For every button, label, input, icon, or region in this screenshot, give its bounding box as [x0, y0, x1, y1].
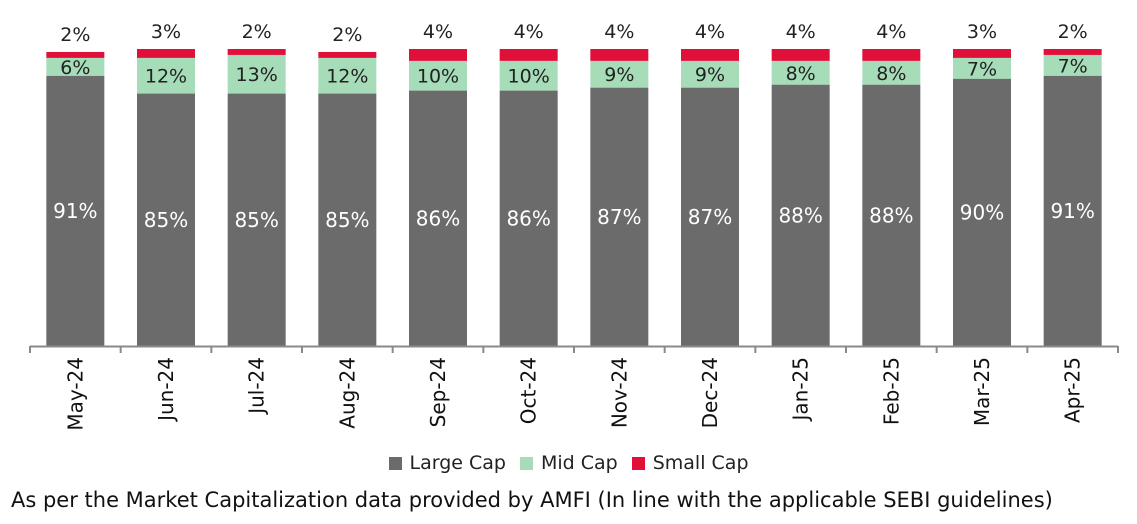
x-tick-label-aug-24: Aug-24 [335, 357, 359, 429]
data-label-small-cap-mar-25: 3% [967, 21, 997, 43]
bar-segment-mid-cap-mar-25 [953, 57, 1011, 79]
data-label-mid-cap-feb-25: 8% [876, 63, 906, 85]
data-label-small-cap-sep-24: 4% [423, 21, 453, 43]
x-tick-label-dec-24: Dec-24 [698, 357, 722, 428]
data-label-small-cap-jun-24: 3% [151, 21, 181, 43]
legend-label-mid-cap: Mid Cap [540, 452, 618, 474]
bar-segment-small-cap-mar-25 [953, 49, 1011, 58]
bar-segment-small-cap-apr-25 [1043, 49, 1102, 55]
legend-label-large-cap: Large Cap [409, 452, 506, 474]
bar-segment-large-cap-oct-24 [499, 90, 558, 346]
x-tick-label-apr-25: Apr-25 [1061, 357, 1085, 423]
bar-segment-mid-cap-apr-25 [1043, 54, 1102, 76]
x-tick-label-may-24: May-24 [63, 357, 87, 431]
bar-segment-mid-cap-sep-24 [409, 60, 467, 91]
legend-label-small-cap: Small Cap [652, 452, 749, 474]
bar-segment-mid-cap-feb-25 [862, 60, 921, 85]
bar-segment-large-cap-feb-25 [862, 84, 921, 346]
data-label-mid-cap-oct-24: 10% [508, 66, 550, 88]
bar-segment-small-cap-jan-25 [771, 49, 830, 61]
data-label-mid-cap-nov-24: 9% [604, 64, 634, 86]
legend-swatch-small-cap [631, 456, 645, 470]
bar-segment-large-cap-jul-24 [227, 93, 286, 346]
data-label-large-cap-may-24: 91% [53, 199, 97, 223]
x-tick-label-jul-24: Jul-24 [245, 357, 269, 416]
bar-segment-mid-cap-dec-24 [681, 60, 739, 88]
data-label-mid-cap-jul-24: 13% [236, 64, 278, 86]
legend-swatch-mid-cap [519, 456, 533, 470]
bar-segment-large-cap-mar-25 [953, 78, 1011, 346]
legend-item-large-cap: Large Cap [388, 452, 506, 474]
bar-segment-small-cap-feb-25 [862, 49, 921, 61]
x-tick-label-mar-25: Mar-25 [970, 357, 994, 426]
data-label-small-cap-jan-25: 4% [786, 21, 816, 43]
bar-segment-mid-cap-oct-24 [499, 60, 558, 91]
x-tick-label-jan-25: Jan-25 [789, 357, 813, 423]
data-label-small-cap-aug-24: 2% [332, 24, 362, 46]
bar-segment-large-cap-nov-24 [590, 87, 649, 347]
data-label-large-cap-sep-24: 86% [416, 206, 460, 230]
bar-segment-mid-cap-nov-24 [590, 60, 649, 88]
bar-segment-small-cap-jun-24 [137, 49, 195, 58]
data-label-small-cap-oct-24: 4% [514, 21, 544, 43]
bar-segment-large-cap-dec-24 [681, 87, 739, 347]
bar-segment-small-cap-sep-24 [409, 49, 467, 61]
bar-segment-large-cap-sep-24 [409, 90, 467, 346]
bar-segment-mid-cap-jun-24 [137, 57, 195, 94]
bar-segment-large-cap-apr-25 [1043, 75, 1102, 346]
data-label-large-cap-jan-25: 88% [778, 203, 822, 227]
bar-segment-mid-cap-may-24 [46, 57, 105, 76]
bar-segment-large-cap-may-24 [46, 75, 105, 346]
data-label-small-cap-jul-24: 2% [242, 21, 272, 43]
bar-segment-small-cap-aug-24 [318, 51, 377, 58]
legend-item-small-cap: Small Cap [631, 452, 749, 474]
legend-swatch-large-cap [388, 456, 402, 470]
data-label-mid-cap-aug-24: 12% [326, 66, 368, 88]
bar-segment-small-cap-may-24 [46, 51, 105, 58]
bar-segment-large-cap-jan-25 [771, 84, 830, 346]
bar-segment-small-cap-nov-24 [590, 49, 649, 61]
footnote: As per the Market Capitalization data pr… [11, 488, 1053, 512]
data-label-mid-cap-may-24: 6% [60, 57, 90, 79]
data-label-large-cap-dec-24: 87% [688, 205, 732, 229]
x-tick-label-jun-24: Jun-24 [154, 357, 178, 423]
chart-legend: Large Cap Mid Cap Small Cap [0, 452, 1137, 474]
bar-segment-mid-cap-aug-24 [318, 57, 377, 94]
data-label-small-cap-may-24: 2% [60, 24, 90, 46]
data-label-large-cap-jun-24: 85% [144, 208, 188, 232]
data-label-large-cap-apr-25: 91% [1050, 199, 1094, 223]
data-label-mid-cap-jan-25: 8% [786, 63, 816, 85]
data-label-large-cap-oct-24: 86% [506, 206, 550, 230]
bar-segment-small-cap-dec-24 [681, 49, 739, 61]
bar-segment-large-cap-jun-24 [137, 93, 195, 346]
data-label-small-cap-dec-24: 4% [695, 21, 725, 43]
data-label-large-cap-jul-24: 85% [234, 208, 278, 232]
legend-item-mid-cap: Mid Cap [519, 452, 618, 474]
data-label-mid-cap-jun-24: 12% [145, 66, 187, 88]
bar-segment-small-cap-jul-24 [227, 49, 286, 55]
data-label-large-cap-feb-25: 88% [869, 203, 913, 227]
bar-segment-mid-cap-jan-25 [771, 60, 830, 85]
data-label-large-cap-nov-24: 87% [597, 205, 641, 229]
x-tick-label-oct-24: Oct-24 [517, 357, 541, 424]
x-tick-label-feb-25: Feb-25 [879, 357, 903, 425]
data-label-small-cap-apr-25: 2% [1058, 21, 1088, 43]
bar-segment-mid-cap-jul-24 [227, 54, 286, 94]
data-label-small-cap-feb-25: 4% [876, 21, 906, 43]
bar-segment-small-cap-oct-24 [499, 49, 558, 61]
x-tick-label-nov-24: Nov-24 [607, 357, 631, 428]
data-label-large-cap-aug-24: 85% [325, 208, 369, 232]
x-tick-label-sep-24: Sep-24 [426, 357, 450, 427]
data-label-mid-cap-apr-25: 7% [1058, 55, 1088, 77]
data-label-mid-cap-mar-25: 7% [967, 58, 997, 80]
data-label-large-cap-mar-25: 90% [960, 200, 1004, 224]
bar-segment-large-cap-aug-24 [318, 93, 377, 346]
data-label-mid-cap-dec-24: 9% [695, 64, 725, 86]
data-label-small-cap-nov-24: 4% [604, 21, 634, 43]
stacked-bar-chart: 91% 6% 2% May-24 85% 12% 3% Jun-24 85% 13% 2% Jul-2… [29, 21, 1119, 431]
data-label-mid-cap-sep-24: 10% [417, 66, 459, 88]
